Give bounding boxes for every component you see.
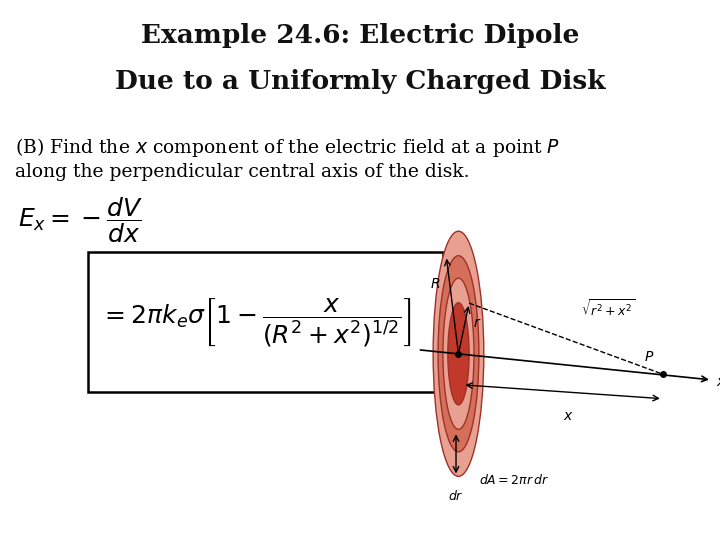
Ellipse shape [448,303,469,405]
Ellipse shape [443,278,474,429]
Text: (B) Find the $x$ component of the electric field at a point $P$: (B) Find the $x$ component of the electr… [15,136,560,159]
Text: $r$: $r$ [473,316,482,330]
Text: Example 24.6: Electric Dipole: Example 24.6: Electric Dipole [141,23,579,48]
Bar [88,253,443,392]
Text: $E_x = -\dfrac{dV}{dx}$: $E_x = -\dfrac{dV}{dx}$ [18,195,143,245]
Text: $= 2\pi k_e \sigma \left[ 1 - \dfrac{x}{\left(R^2 + x^2\right)^{1/2}} \right]$: $= 2\pi k_e \sigma \left[ 1 - \dfrac{x}{… [100,296,412,348]
Text: $dA = 2\pi r\,dr$: $dA = 2\pi r\,dr$ [479,474,549,488]
Ellipse shape [433,231,484,476]
Ellipse shape [438,256,479,452]
Text: $P$: $P$ [644,350,654,365]
Text: $R$: $R$ [430,278,441,291]
Text: Due to a Uniformly Charged Disk: Due to a Uniformly Charged Disk [114,70,606,94]
Text: $\sqrt{r^2+x^2}$: $\sqrt{r^2+x^2}$ [581,298,635,320]
Text: along the perpendicular central axis of the disk.: along the perpendicular central axis of … [15,163,469,180]
Text: $x$: $x$ [564,409,574,423]
Text: $x$: $x$ [716,375,720,389]
Text: $dr$: $dr$ [448,489,464,503]
